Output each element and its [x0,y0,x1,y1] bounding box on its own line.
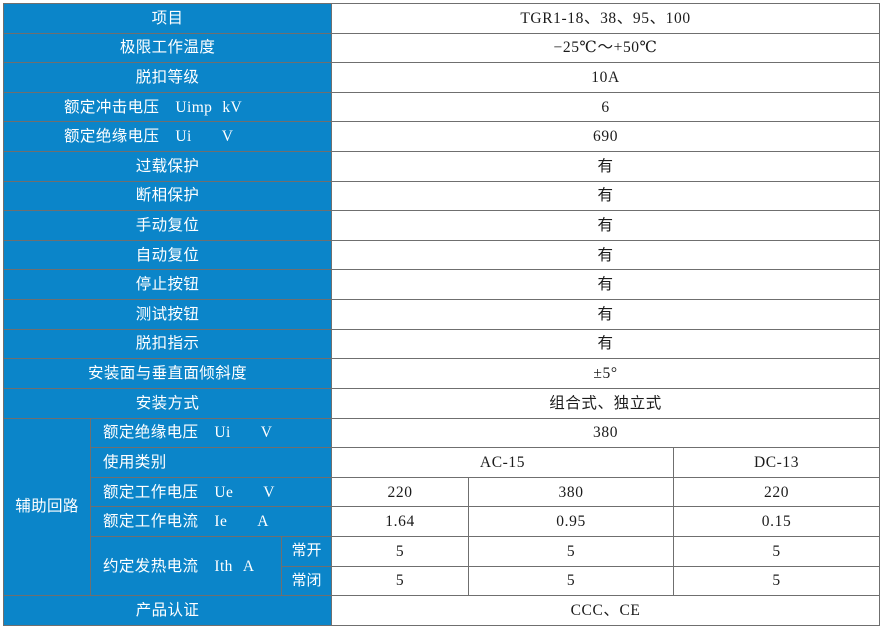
row-value-mounting-inclination: ±5° [331,358,881,389]
aux-operating-voltage-text: 额定工作电压 [103,483,199,501]
row-value-trip-class: 10A [331,62,881,93]
row-value-mounting-type: 组合式、独立式 [331,387,881,419]
aux-label-insulation-voltage: 额定绝缘电压 Ui V [89,417,333,449]
aux-value-operating-voltage-ac380: 380 [468,476,675,508]
aux-label-normally-closed: 常闭 [280,565,333,597]
row-label-stop-button: 停止按钮 [2,269,333,301]
row-value-test-button: 有 [331,299,881,330]
aux-label-thermal-current: 约定发热电流 Ith A [90,535,282,597]
row-value-trip-indication: 有 [331,328,881,360]
aux-insulation-voltage-symbol: Ui [214,424,231,442]
insulation-voltage-symbol: Ui [175,128,192,146]
aux-label-operating-current: 额定工作电流 Ie A [89,506,333,537]
row-label-mounting-type: 安装方式 [2,387,333,419]
aux-thermal-current-text: 约定发热电流 [103,557,199,575]
row-label-item: 项目 [2,3,333,34]
aux-value-thermal-nc-ac380: 5 [468,565,675,597]
aux-value-usage-category-dc: DC-13 [673,447,881,478]
row-label-auto-reset: 自动复位 [2,239,333,271]
table-row: 脱扣指示 有 [2,328,881,360]
row-value-insulation-voltage: 690 [331,121,881,153]
table-row: 脱扣等级 10A [2,62,881,93]
table-row: 自动复位 有 [2,239,881,271]
aux-value-operating-voltage-ac220: 220 [331,476,470,508]
aux-value-thermal-no-ac380: 5 [468,535,675,567]
aux-value-operating-voltage-dc220: 220 [673,476,881,508]
aux-value-insulation-voltage: 380 [331,417,881,449]
row-value-stop-button: 有 [331,269,881,301]
row-label-mounting-inclination: 安装面与垂直面倾斜度 [2,358,333,389]
table-row: 额定绝缘电压 Ui V 690 [2,121,881,153]
aux-value-thermal-no-ac220: 5 [331,535,470,567]
table-row: 辅助回路 额定绝缘电压 Ui V 380 [3,417,881,597]
aux-operating-voltage-unit: V [263,483,275,501]
row-label-manual-reset: 手动复位 [2,210,333,241]
table-row: 断相保护 有 [2,180,881,212]
table-row: 极限工作温度 −25℃～+50℃ [2,32,881,64]
impulse-voltage-text: 额定冲击电压 [64,98,160,116]
row-value-impulse-voltage: 6 [331,91,881,123]
row-label-impulse-voltage: 额定冲击电压 Uimp kV [2,91,333,123]
row-label-trip-class: 脱扣等级 [2,62,333,93]
auxiliary-circuit-group-label: 辅助回路 [3,417,91,597]
aux-operating-current-symbol: Ie [214,513,228,531]
table-row: 产品认证 CCC、CE [2,595,881,626]
impulse-voltage-unit: kV [222,98,243,116]
aux-value-operating-current-ac220: 1.64 [331,506,470,537]
row-label-certification: 产品认证 [2,595,333,626]
table-row: 额定冲击电压 Uimp kV 6 [2,91,881,123]
aux-label-operating-voltage: 额定工作电压 Ue V [89,476,333,508]
row-value-auto-reset: 有 [331,239,881,271]
insulation-voltage-text: 额定绝缘电压 [64,128,160,146]
table-row: 安装面与垂直面倾斜度 ±5° [2,358,881,389]
aux-thermal-current-symbol: Ith [214,557,233,575]
table-row: 额定工作电流 Ie A 1.64 0.95 0.15 [4,506,881,537]
table-row: 约定发热电流 Ith A 常开 5 5 5 [4,535,881,597]
row-label-temperature: 极限工作温度 [2,32,333,64]
table-row: 额定工作电压 Ue V 220 380 220 [4,476,881,508]
row-label-insulation-voltage: 额定绝缘电压 Ui V [2,121,333,153]
table-row: 停止按钮 有 [2,269,881,301]
aux-operating-voltage-symbol: Ue [214,483,234,501]
aux-value-thermal-no-dc220: 5 [673,535,881,567]
aux-label-usage-category: 使用类别 [89,447,333,478]
table-row: 项目 TGR1-18、38、95、100 [2,3,881,34]
table-row: 测试按钮 有 [2,299,881,330]
row-value-overload-protection: 有 [331,151,881,182]
aux-insulation-voltage-unit: V [260,424,273,442]
aux-value-usage-category-ac: AC-15 [331,447,675,478]
aux-operating-current-unit: A [257,513,269,531]
aux-insulation-voltage-text: 额定绝缘电压 [103,424,199,442]
aux-label-normally-open: 常开 [280,535,333,567]
row-value-manual-reset: 有 [331,210,881,241]
table-row: 使用类别 AC-15 DC-13 [4,447,881,478]
table-row: 安装方式 组合式、独立式 [2,387,881,419]
aux-operating-current-text: 额定工作电流 [103,513,199,531]
aux-value-operating-current-dc220: 0.15 [673,506,881,537]
aux-thermal-current-unit: A [242,557,255,575]
row-value-certification: CCC、CE [331,595,881,626]
row-value-item: TGR1-18、38、95、100 [331,3,881,34]
insulation-voltage-unit: V [221,128,234,146]
impulse-voltage-symbol: Uimp [175,98,213,116]
row-label-overload-protection: 过载保护 [2,151,333,182]
table-row: 过载保护 有 [2,151,881,182]
row-label-test-button: 测试按钮 [2,299,333,330]
specification-table: 项目 TGR1-18、38、95、100 极限工作温度 −25℃～+50℃ 脱扣… [2,3,881,626]
row-label-trip-indication: 脱扣指示 [2,328,333,360]
table-row: 手动复位 有 [2,210,881,241]
row-label-phase-loss-protection: 断相保护 [2,180,333,212]
aux-value-thermal-nc-ac220: 5 [331,565,470,597]
row-value-temperature: −25℃～+50℃ [331,32,881,64]
row-value-phase-loss-protection: 有 [331,180,881,212]
table-row: 常闭 5 5 5 [4,565,881,597]
aux-value-thermal-nc-dc220: 5 [673,565,881,597]
aux-value-operating-current-ac380: 0.95 [468,506,675,537]
